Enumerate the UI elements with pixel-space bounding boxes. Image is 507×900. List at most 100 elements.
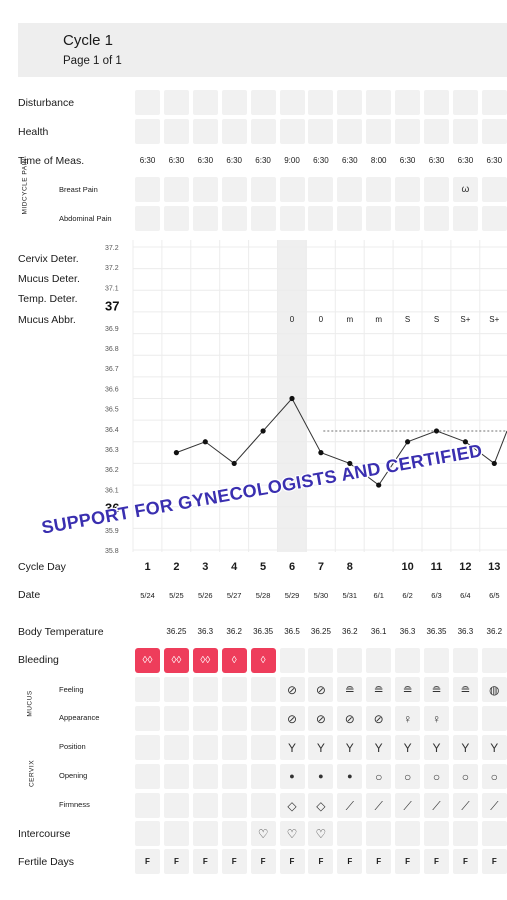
feeling-cell[interactable]: ≘ <box>424 677 449 702</box>
disturbance-cell[interactable] <box>308 90 334 115</box>
fertile-day-cell[interactable]: F <box>221 849 247 874</box>
abdominal-pain-cell[interactable] <box>395 206 421 231</box>
breast-pain-cell[interactable] <box>366 177 392 202</box>
opening-cell[interactable]: ● <box>279 764 305 789</box>
firmness-cell[interactable] <box>163 793 189 818</box>
bleeding-cell[interactable]: ◊◊ <box>163 648 189 673</box>
disturbance-cell[interactable] <box>163 90 189 115</box>
breast-pain-cell[interactable] <box>279 177 305 202</box>
opening-cell[interactable]: ○ <box>366 764 392 789</box>
firmness-cell[interactable]: ⟋ <box>395 793 421 818</box>
feeling-cell[interactable]: ⊘ <box>308 677 334 702</box>
health-cell[interactable] <box>337 119 363 144</box>
appearance-cell[interactable]: ⊘ <box>366 706 392 731</box>
firmness-cell[interactable]: ◇ <box>308 793 334 818</box>
opening-cell[interactable] <box>163 764 189 789</box>
firmness-cell[interactable] <box>250 793 276 818</box>
intercourse-cell[interactable] <box>452 821 478 846</box>
firmness-cell[interactable]: ⟋ <box>424 793 449 818</box>
opening-cell[interactable] <box>250 764 276 789</box>
firmness-cell[interactable]: ⟋ <box>452 793 478 818</box>
intercourse-cell[interactable]: ♡ <box>250 821 276 846</box>
position-cell[interactable] <box>163 735 189 760</box>
position-cell[interactable] <box>250 735 276 760</box>
appearance-cell[interactable] <box>481 706 507 731</box>
breast-pain-cell[interactable] <box>250 177 276 202</box>
breast-pain-cell[interactable] <box>481 177 507 202</box>
firmness-cell[interactable]: ⟋ <box>481 793 507 818</box>
abdominal-pain-cell[interactable] <box>135 206 160 231</box>
health-cell[interactable] <box>395 119 421 144</box>
disturbance-cell[interactable] <box>221 90 247 115</box>
intercourse-cell[interactable] <box>163 821 189 846</box>
position-cell[interactable]: Y <box>279 735 305 760</box>
disturbance-cell[interactable] <box>192 90 218 115</box>
intercourse-cell[interactable] <box>395 821 421 846</box>
intercourse-cell[interactable] <box>221 821 247 846</box>
fertile-day-cell[interactable]: F <box>424 849 449 874</box>
appearance-cell[interactable]: ♀ <box>395 706 421 731</box>
disturbance-cell[interactable] <box>424 90 449 115</box>
fertile-day-cell[interactable]: F <box>135 849 160 874</box>
opening-cell[interactable]: ○ <box>452 764 478 789</box>
position-cell[interactable]: Y <box>452 735 478 760</box>
abdominal-pain-cell[interactable] <box>250 206 276 231</box>
abdominal-pain-cell[interactable] <box>221 206 247 231</box>
intercourse-cell[interactable] <box>366 821 392 846</box>
feeling-cell[interactable] <box>163 677 189 702</box>
bleeding-cell[interactable] <box>337 648 363 673</box>
breast-pain-cell[interactable] <box>163 177 189 202</box>
disturbance-cell[interactable] <box>395 90 421 115</box>
disturbance-cell[interactable] <box>250 90 276 115</box>
abdominal-pain-cell[interactable] <box>366 206 392 231</box>
firmness-cell[interactable] <box>192 793 218 818</box>
opening-cell[interactable]: ○ <box>424 764 449 789</box>
appearance-cell[interactable] <box>250 706 276 731</box>
opening-cell[interactable] <box>221 764 247 789</box>
firmness-cell[interactable] <box>221 793 247 818</box>
breast-pain-cell[interactable] <box>337 177 363 202</box>
fertile-day-cell[interactable]: F <box>163 849 189 874</box>
abdominal-pain-cell[interactable] <box>308 206 334 231</box>
bleeding-cell[interactable] <box>481 648 507 673</box>
abdominal-pain-cell[interactable] <box>192 206 218 231</box>
feeling-cell[interactable] <box>135 677 160 702</box>
intercourse-cell[interactable]: ♡ <box>308 821 334 846</box>
health-cell[interactable] <box>135 119 160 144</box>
breast-pain-cell[interactable] <box>395 177 421 202</box>
fertile-day-cell[interactable]: F <box>337 849 363 874</box>
opening-cell[interactable]: ○ <box>481 764 507 789</box>
breast-pain-cell[interactable] <box>308 177 334 202</box>
fertile-day-cell[interactable]: F <box>279 849 305 874</box>
firmness-cell[interactable]: ◇ <box>279 793 305 818</box>
abdominal-pain-cell[interactable] <box>481 206 507 231</box>
health-cell[interactable] <box>424 119 449 144</box>
feeling-cell[interactable]: ≘ <box>452 677 478 702</box>
position-cell[interactable]: Y <box>337 735 363 760</box>
firmness-cell[interactable] <box>135 793 160 818</box>
disturbance-cell[interactable] <box>452 90 478 115</box>
health-cell[interactable] <box>452 119 478 144</box>
health-cell[interactable] <box>250 119 276 144</box>
feeling-cell[interactable]: ◍ <box>481 677 507 702</box>
feeling-cell[interactable] <box>192 677 218 702</box>
position-cell[interactable] <box>192 735 218 760</box>
intercourse-cell[interactable] <box>424 821 449 846</box>
appearance-cell[interactable] <box>221 706 247 731</box>
bleeding-cell[interactable]: ◊◊ <box>192 648 218 673</box>
disturbance-cell[interactable] <box>135 90 160 115</box>
health-cell[interactable] <box>163 119 189 144</box>
intercourse-cell[interactable] <box>481 821 507 846</box>
position-cell[interactable]: Y <box>395 735 421 760</box>
intercourse-cell[interactable] <box>192 821 218 846</box>
feeling-cell[interactable]: ≘ <box>366 677 392 702</box>
appearance-cell[interactable]: ♀ <box>424 706 449 731</box>
breast-pain-cell[interactable] <box>424 177 449 202</box>
disturbance-cell[interactable] <box>366 90 392 115</box>
fertile-day-cell[interactable]: F <box>192 849 218 874</box>
bleeding-cell[interactable] <box>308 648 334 673</box>
opening-cell[interactable] <box>135 764 160 789</box>
appearance-cell[interactable] <box>163 706 189 731</box>
health-cell[interactable] <box>192 119 218 144</box>
abdominal-pain-cell[interactable] <box>452 206 478 231</box>
